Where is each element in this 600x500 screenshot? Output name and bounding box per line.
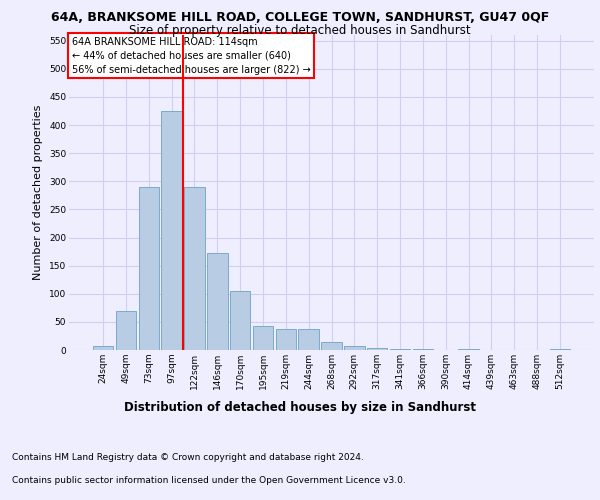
Bar bbox=[184, 187, 205, 350]
Bar bbox=[321, 342, 342, 350]
Text: Contains HM Land Registry data © Crown copyright and database right 2024.: Contains HM Land Registry data © Crown c… bbox=[12, 454, 364, 462]
Bar bbox=[116, 310, 136, 350]
Bar bbox=[207, 253, 227, 350]
Bar bbox=[344, 346, 365, 350]
Bar bbox=[139, 187, 159, 350]
Text: Contains public sector information licensed under the Open Government Licence v3: Contains public sector information licen… bbox=[12, 476, 406, 485]
Text: 64A, BRANKSOME HILL ROAD, COLLEGE TOWN, SANDHURST, GU47 0QF: 64A, BRANKSOME HILL ROAD, COLLEGE TOWN, … bbox=[51, 11, 549, 24]
Bar bbox=[161, 111, 182, 350]
Bar bbox=[458, 349, 479, 350]
Bar bbox=[390, 349, 410, 350]
Bar bbox=[550, 349, 570, 350]
Text: Distribution of detached houses by size in Sandhurst: Distribution of detached houses by size … bbox=[124, 401, 476, 414]
Bar bbox=[230, 291, 250, 350]
Bar bbox=[253, 326, 273, 350]
Bar bbox=[275, 328, 296, 350]
Y-axis label: Number of detached properties: Number of detached properties bbox=[34, 105, 43, 280]
Bar bbox=[367, 348, 388, 350]
Bar bbox=[298, 329, 319, 350]
Text: 64A BRANKSOME HILL ROAD: 114sqm
← 44% of detached houses are smaller (640)
56% o: 64A BRANKSOME HILL ROAD: 114sqm ← 44% of… bbox=[71, 36, 310, 74]
Bar bbox=[93, 346, 113, 350]
Text: Size of property relative to detached houses in Sandhurst: Size of property relative to detached ho… bbox=[129, 24, 471, 37]
